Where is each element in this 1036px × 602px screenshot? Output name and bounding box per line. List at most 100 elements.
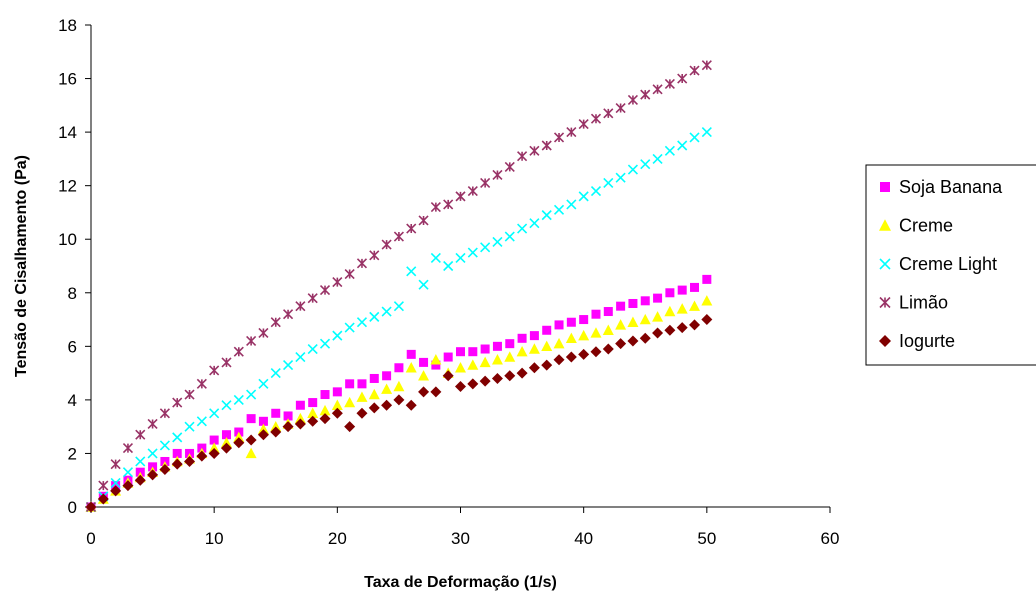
data-point (689, 132, 700, 143)
data-point (172, 397, 183, 408)
x-tick-label: 30 (451, 529, 470, 548)
data-point (517, 223, 528, 234)
data-point (221, 357, 232, 368)
data-point (257, 429, 269, 441)
data-point (135, 456, 146, 467)
data-point (159, 408, 170, 419)
data-point (541, 359, 553, 371)
data-point (616, 301, 626, 311)
data-point (283, 360, 294, 371)
data-point (382, 371, 392, 381)
data-point (368, 402, 380, 414)
data-point (529, 145, 540, 156)
data-point (369, 311, 380, 322)
data-point (393, 301, 404, 312)
data-point (319, 413, 331, 425)
series-3 (85, 60, 712, 513)
data-point (479, 356, 491, 368)
data-point (419, 357, 429, 367)
data-point (356, 407, 368, 419)
data-point (85, 501, 97, 513)
data-point (480, 242, 491, 253)
data-point (652, 327, 664, 339)
data-point (233, 394, 244, 405)
series-4 (85, 314, 713, 513)
legend-box (865, 164, 1036, 366)
data-point (701, 295, 713, 306)
x-tick-label: 60 (821, 529, 840, 548)
data-point (332, 330, 343, 341)
data-point (702, 274, 712, 284)
data-point (554, 320, 564, 330)
legend-item: Iogurte (879, 331, 955, 351)
data-point (294, 412, 306, 424)
data-point (430, 353, 442, 365)
data-point (677, 285, 687, 295)
data-point (110, 459, 121, 470)
y-tick-label: 16 (58, 70, 77, 89)
data-point (381, 239, 392, 250)
data-point (516, 367, 528, 379)
data-point (565, 332, 577, 344)
data-point (307, 293, 318, 304)
data-point (701, 60, 712, 71)
data-point (542, 325, 552, 335)
data-point (492, 236, 503, 247)
data-point (627, 94, 638, 106)
data-point (541, 140, 552, 151)
data-point (491, 372, 503, 384)
data-point (627, 164, 638, 175)
data-point (135, 429, 146, 440)
x-tick-label: 40 (574, 529, 593, 548)
data-point (357, 379, 367, 389)
data-point (233, 437, 245, 449)
data-point (246, 389, 257, 400)
y-axis-title: Tensão de Cisalhamento (Pa) (13, 155, 30, 377)
data-point (196, 450, 208, 462)
data-point (664, 305, 676, 317)
data-point (98, 480, 109, 491)
x-axis-title: Taxa de Deformação (1/s) (364, 574, 557, 591)
data-point (196, 378, 207, 389)
y-tick-label: 10 (58, 230, 77, 249)
data-point (628, 298, 638, 308)
data-point (443, 352, 453, 362)
data-point (283, 309, 294, 320)
data-point (664, 145, 675, 156)
data-point (455, 191, 466, 202)
data-point (566, 317, 576, 327)
legend-item: Creme Light (879, 254, 997, 274)
data-point (246, 414, 256, 424)
data-point (245, 434, 257, 446)
y-tick-label: 12 (58, 177, 77, 196)
data-point (221, 430, 231, 440)
data-point (172, 432, 183, 443)
data-point (553, 204, 565, 215)
data-point (590, 113, 602, 124)
data-point (171, 458, 183, 470)
legend-label: Limão (899, 293, 948, 313)
data-point (147, 448, 158, 459)
data-point (467, 185, 478, 197)
data-point (307, 407, 319, 419)
series-0 (86, 274, 712, 512)
data-point (406, 223, 417, 234)
data-point (541, 210, 552, 221)
data-point (528, 362, 540, 374)
data-point (627, 335, 639, 347)
data-point (690, 282, 700, 292)
data-point (295, 301, 306, 312)
legend-label: Soja Banana (899, 177, 1003, 197)
legend-marker (879, 296, 891, 309)
data-point (443, 260, 454, 272)
data-point (528, 343, 540, 354)
data-point (319, 338, 331, 349)
data-point (295, 400, 305, 410)
data-point (320, 390, 330, 400)
data-point (529, 331, 539, 341)
data-point (134, 474, 146, 486)
y-tick-label: 4 (68, 391, 77, 410)
data-point (443, 199, 454, 210)
data-point (208, 447, 220, 459)
